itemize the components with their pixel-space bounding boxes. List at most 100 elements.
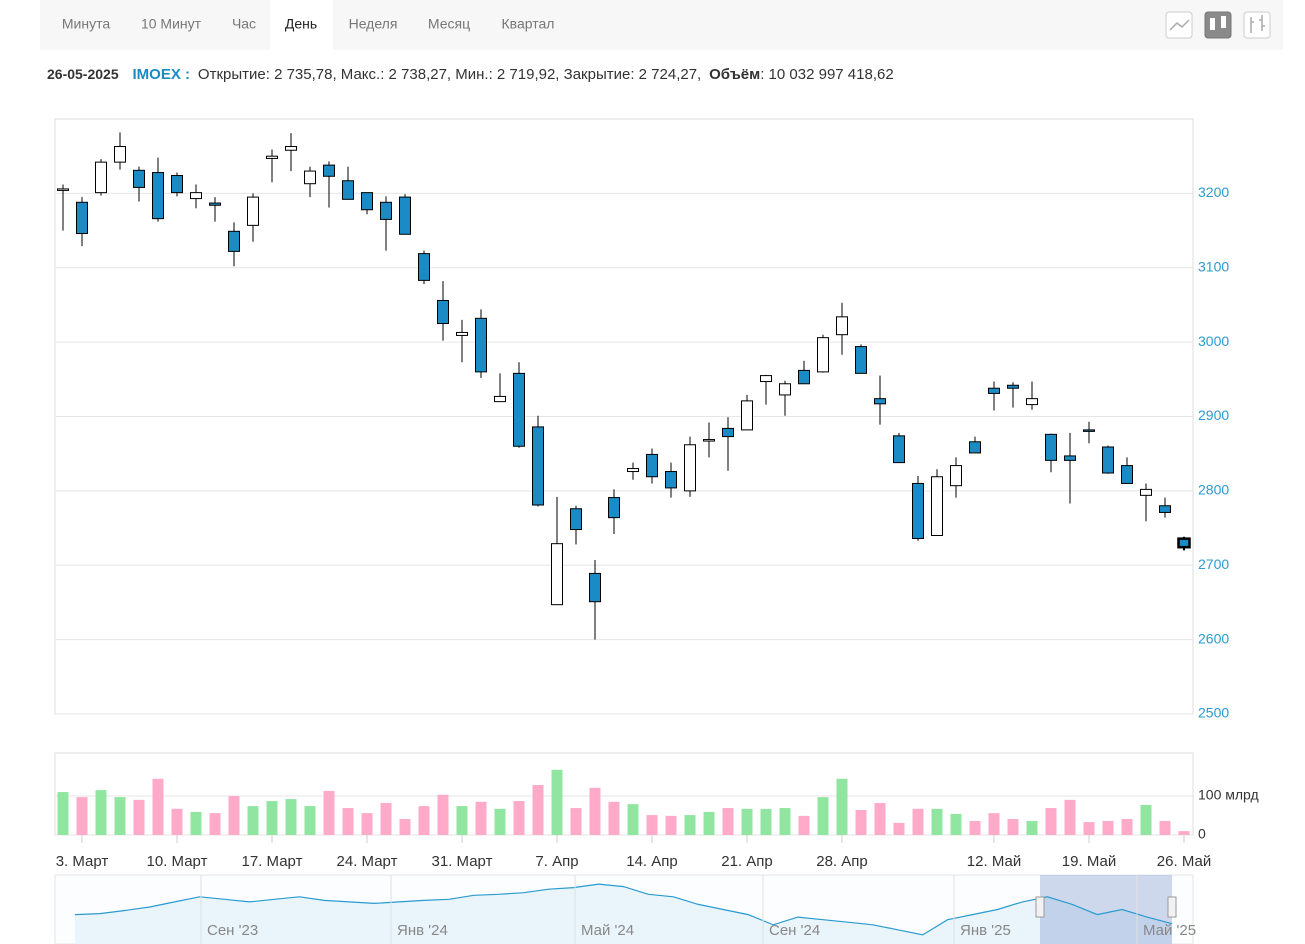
candle-body	[1083, 429, 1095, 432]
candle-body	[361, 192, 373, 211]
candle-body	[608, 497, 620, 519]
volume-bar	[190, 811, 202, 835]
candle-body	[570, 508, 582, 531]
volume-bar	[722, 808, 734, 835]
y-tick-label: 2800	[1198, 482, 1229, 498]
volume-bar	[285, 799, 297, 835]
volume-bar	[646, 815, 658, 835]
line-icon-glyph	[1169, 19, 1190, 31]
volume-bar	[1083, 822, 1095, 835]
candle-body	[228, 230, 240, 252]
candle-body	[1159, 505, 1171, 513]
candle-body	[532, 426, 544, 506]
x-tick-label: 26. Май	[1157, 853, 1211, 870]
volume-bar	[209, 813, 221, 835]
volume-bar	[950, 813, 962, 835]
volume-bar	[133, 799, 145, 835]
candle-body	[798, 369, 810, 385]
y-tick-label: 2700	[1198, 556, 1229, 572]
volume-tick-label: 100 млрд	[1198, 787, 1259, 803]
candle-body	[1140, 488, 1152, 496]
navigator-handle[interactable]	[1035, 896, 1045, 918]
volume-bar	[627, 804, 639, 835]
x-tick-label: 24. Март	[337, 853, 398, 870]
navigator-handle[interactable]	[1167, 896, 1177, 918]
candle-body	[494, 395, 506, 403]
y-tick-label: 3200	[1198, 184, 1229, 200]
volume-bar	[152, 778, 164, 835]
candle-body	[988, 387, 1000, 394]
candle-body	[950, 465, 962, 487]
candle-body	[741, 400, 753, 431]
navigator-selection	[1040, 875, 1172, 944]
volume-bar	[570, 808, 582, 835]
ohlc-icon[interactable]	[1243, 11, 1271, 39]
candle-icon-glyph	[1210, 18, 1215, 30]
candle-icon[interactable]	[1204, 11, 1232, 39]
volume-bar	[266, 801, 278, 835]
candle-body	[703, 439, 715, 442]
header-volume-value: : 10 032 997 418,62	[760, 66, 893, 83]
candle-body	[171, 175, 183, 194]
volume-bar	[399, 818, 411, 835]
candle-body	[931, 476, 943, 536]
candle-body	[1007, 384, 1019, 389]
candle-body	[285, 146, 297, 151]
tab[interactable]: Месяц	[428, 16, 470, 32]
candle-body	[418, 253, 430, 281]
x-tick-label: 21. Апр	[721, 853, 773, 870]
volume-bar	[1140, 804, 1152, 835]
candle-body	[1026, 398, 1038, 406]
candle-body	[152, 172, 164, 220]
volume-bar	[798, 815, 810, 835]
candle-body	[665, 471, 677, 489]
candle-body	[551, 543, 563, 606]
candle-body	[893, 435, 905, 464]
candle-body	[1102, 446, 1114, 474]
volume-bar	[589, 787, 601, 835]
header-date: 26-05-2025	[47, 66, 119, 82]
volume-bar	[665, 815, 677, 835]
y-tick-label: 2600	[1198, 630, 1229, 646]
header-ticker: IMOEX :	[133, 66, 191, 83]
x-tick-label: 7. Апр	[535, 853, 578, 870]
volume-bar	[1064, 799, 1076, 835]
candle-body	[1177, 537, 1191, 549]
x-tick-label: 28. Апр	[816, 853, 868, 870]
volume-bar	[475, 801, 487, 835]
navigator-label: Янв '25	[960, 922, 1011, 939]
tab[interactable]: 10 Минут	[141, 16, 202, 32]
volume-bar	[893, 822, 905, 835]
y-tick-label: 3100	[1198, 258, 1229, 274]
tab[interactable]: Час	[232, 16, 256, 32]
volume-bar	[684, 815, 696, 835]
candle-body	[513, 372, 525, 447]
x-tick-label: 14. Апр	[626, 853, 678, 870]
navigator-label: Май '24	[581, 922, 634, 939]
tab[interactable]: День	[285, 16, 317, 32]
volume-bar	[1102, 820, 1114, 835]
candle-body	[95, 161, 107, 194]
candle-body	[437, 299, 449, 325]
volume-bar	[437, 794, 449, 835]
volume-bar	[931, 808, 943, 835]
volume-bar	[1045, 808, 1057, 835]
tab[interactable]: Квартал	[502, 16, 555, 32]
volume-bar	[418, 806, 430, 835]
volume-bar	[855, 810, 867, 835]
tab[interactable]: Минута	[62, 16, 110, 32]
tab[interactable]: Неделя	[349, 16, 398, 32]
y-tick-label: 2500	[1198, 705, 1229, 721]
candle-body	[684, 444, 696, 492]
y-tick-label: 3000	[1198, 333, 1229, 349]
candle-body	[722, 427, 734, 438]
x-tick-label: 12. Май	[967, 853, 1021, 870]
volume-bar	[741, 808, 753, 835]
candle-body	[969, 441, 981, 454]
volume-tick-label: 0	[1198, 826, 1206, 842]
candle-body	[57, 188, 69, 191]
volume-bar	[703, 811, 715, 835]
candle-body	[76, 201, 88, 235]
candle-body	[475, 317, 487, 373]
volume-bar	[228, 795, 240, 835]
